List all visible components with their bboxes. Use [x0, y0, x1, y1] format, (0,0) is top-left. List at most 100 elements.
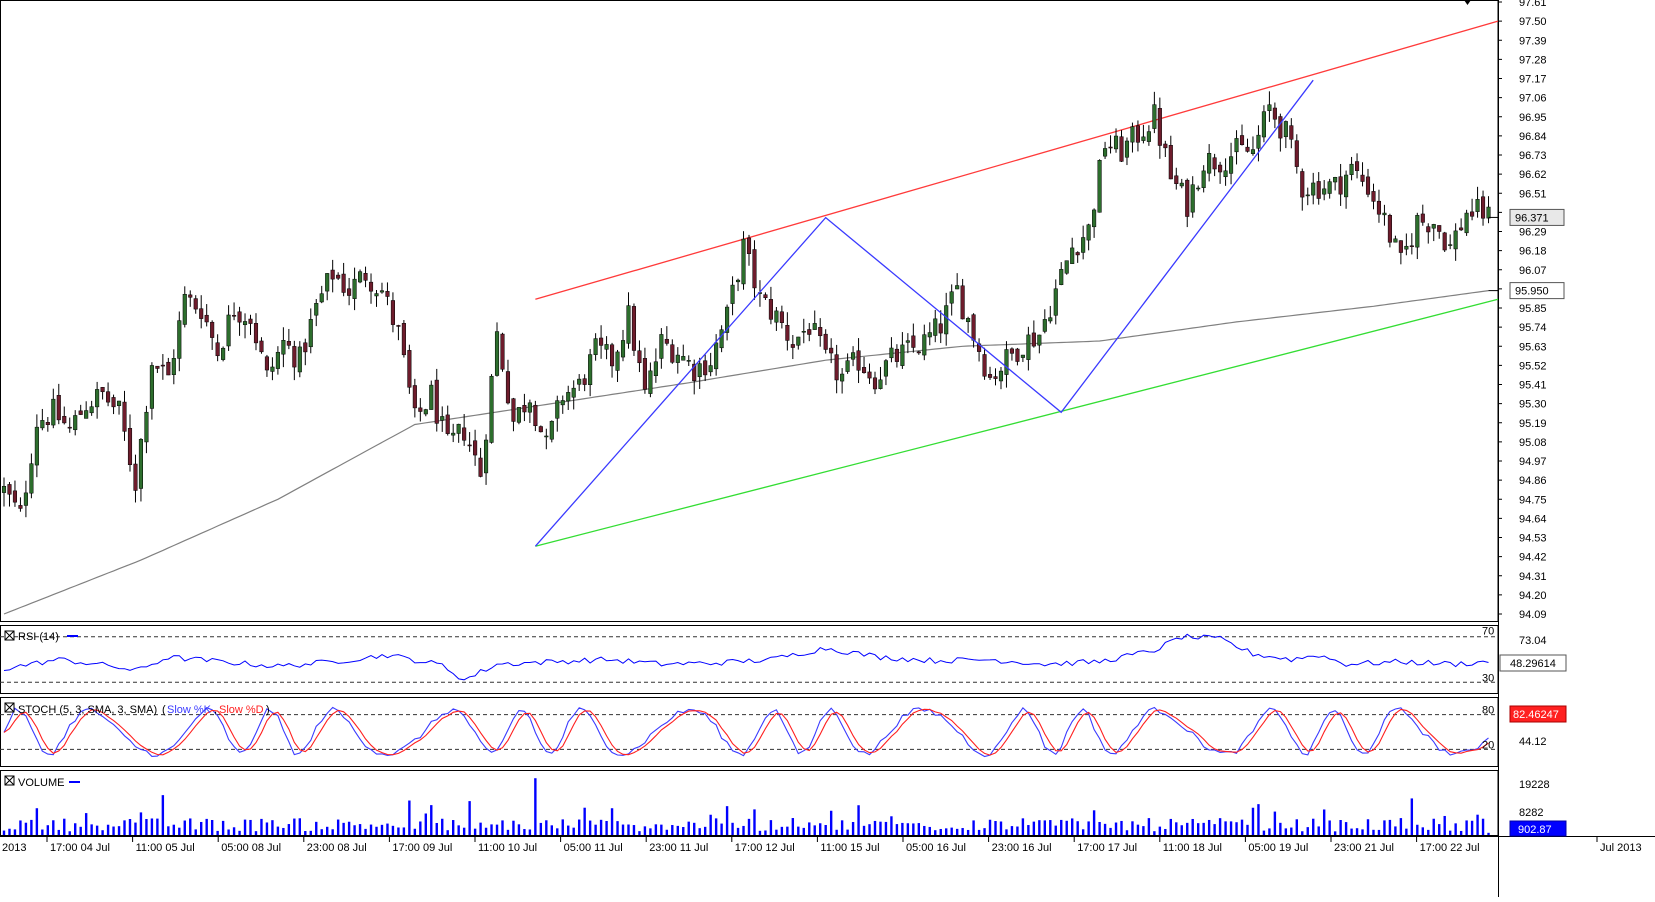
price-tick-label: 94.31	[1519, 571, 1547, 583]
candle-body	[927, 332, 932, 338]
candle-body	[34, 426, 39, 466]
candle-body	[735, 279, 741, 283]
price-tick-label: 96.07	[1519, 265, 1547, 277]
candle-body	[812, 323, 817, 330]
candle-body	[703, 360, 708, 376]
candle-body	[500, 333, 505, 370]
candle-body	[193, 298, 198, 310]
time-tick-label: 11:00 10 Jul	[478, 842, 537, 854]
candle-body	[56, 395, 61, 421]
stoch-panel: STOCH (5, 3, SMA, 3, SMA) (Slow %K, Slow %…	[0, 702, 1567, 758]
candle-body	[456, 423, 461, 434]
time-tick-label: 17:00 04 Jul	[50, 842, 110, 854]
candle-body	[111, 397, 116, 408]
candle-body	[1141, 136, 1146, 141]
candle-body	[1037, 334, 1042, 346]
candle-body	[314, 303, 319, 316]
candle-body	[1283, 121, 1288, 138]
volume-value-label: 902.87	[1518, 824, 1552, 836]
candle-body	[807, 329, 812, 335]
candle-body	[604, 344, 609, 350]
candle-body	[478, 457, 483, 477]
candle-body	[1464, 212, 1469, 234]
candle-body	[851, 352, 856, 360]
rsi-tick-30: 30	[1482, 672, 1494, 684]
candle-body	[221, 347, 226, 360]
candle-body	[944, 305, 949, 335]
candle-body	[1267, 104, 1272, 111]
candle-body	[40, 420, 45, 429]
candle-body	[560, 400, 565, 406]
candle-body	[1470, 211, 1475, 217]
candle-body	[473, 440, 478, 456]
candle-body	[160, 364, 165, 367]
rsi-close-x	[4, 630, 15, 641]
candle-body	[987, 374, 993, 378]
candle-body	[188, 294, 193, 298]
candle-body	[966, 318, 971, 323]
candle-body	[319, 293, 324, 303]
candle-body	[872, 377, 878, 390]
candle-body	[133, 463, 138, 491]
candle-body	[374, 293, 379, 297]
candle-body	[494, 331, 500, 376]
candle-body	[368, 281, 374, 292]
candle-body	[363, 273, 368, 281]
candle-body	[675, 354, 680, 363]
candle-body	[697, 363, 702, 378]
candle-body	[1322, 188, 1327, 195]
candle-body	[1448, 244, 1453, 246]
candle-body	[692, 363, 697, 382]
time-tick-label: 11:00 18 Jul	[1163, 842, 1222, 854]
candle-body	[1338, 176, 1343, 195]
price-tick-label: 94.53	[1519, 533, 1547, 545]
candle-body	[1119, 136, 1124, 162]
candle-body	[582, 378, 587, 385]
candle-body	[516, 407, 521, 423]
moving-average	[3, 290, 1498, 615]
time-tick-label: 2013	[2, 842, 26, 854]
rsi-panel: RSI (14) 70 73.04 30 48.29614	[0, 626, 1567, 684]
candle-body	[1190, 184, 1195, 213]
candle-body	[45, 422, 50, 425]
candle-body	[566, 392, 571, 402]
zigzag-lines	[534, 79, 1314, 547]
price-tick-label: 95.74	[1519, 322, 1547, 334]
candle-body	[308, 319, 313, 348]
candle-body	[1327, 181, 1332, 194]
candle-body	[681, 356, 686, 361]
candle-body	[1305, 194, 1310, 197]
candle-body	[527, 402, 532, 413]
stoch-k-line	[3, 706, 1489, 758]
candle-body	[1229, 156, 1234, 174]
candle-body	[620, 340, 626, 358]
candle-body	[1031, 332, 1036, 347]
candle-body	[390, 300, 395, 325]
volume-tick-2: 8282	[1519, 807, 1543, 819]
candle-body	[67, 426, 72, 429]
candle-body	[823, 333, 828, 350]
candle-body	[1316, 181, 1321, 199]
price-tick-label: 97.50	[1519, 16, 1547, 28]
candle-body	[555, 400, 560, 419]
candle-body	[648, 370, 653, 394]
time-tick-label: 23:00 16 Jul	[992, 842, 1052, 854]
candle-body	[489, 375, 494, 443]
candle-body	[1004, 349, 1009, 375]
candle-body	[1376, 200, 1382, 215]
candle-body	[1431, 224, 1436, 229]
ma-price-box	[1509, 282, 1565, 300]
candle-body	[1124, 140, 1130, 158]
candle-body	[215, 342, 220, 357]
candle-body	[1256, 134, 1261, 149]
candle-body	[1365, 176, 1371, 195]
price-tick-label: 94.64	[1519, 513, 1547, 525]
price-tick-label: 95.52	[1519, 360, 1547, 372]
candle-body	[292, 346, 297, 368]
candle-body	[462, 427, 467, 441]
candle-body	[571, 387, 576, 398]
candle-body	[467, 444, 472, 447]
candle-body	[401, 323, 406, 356]
